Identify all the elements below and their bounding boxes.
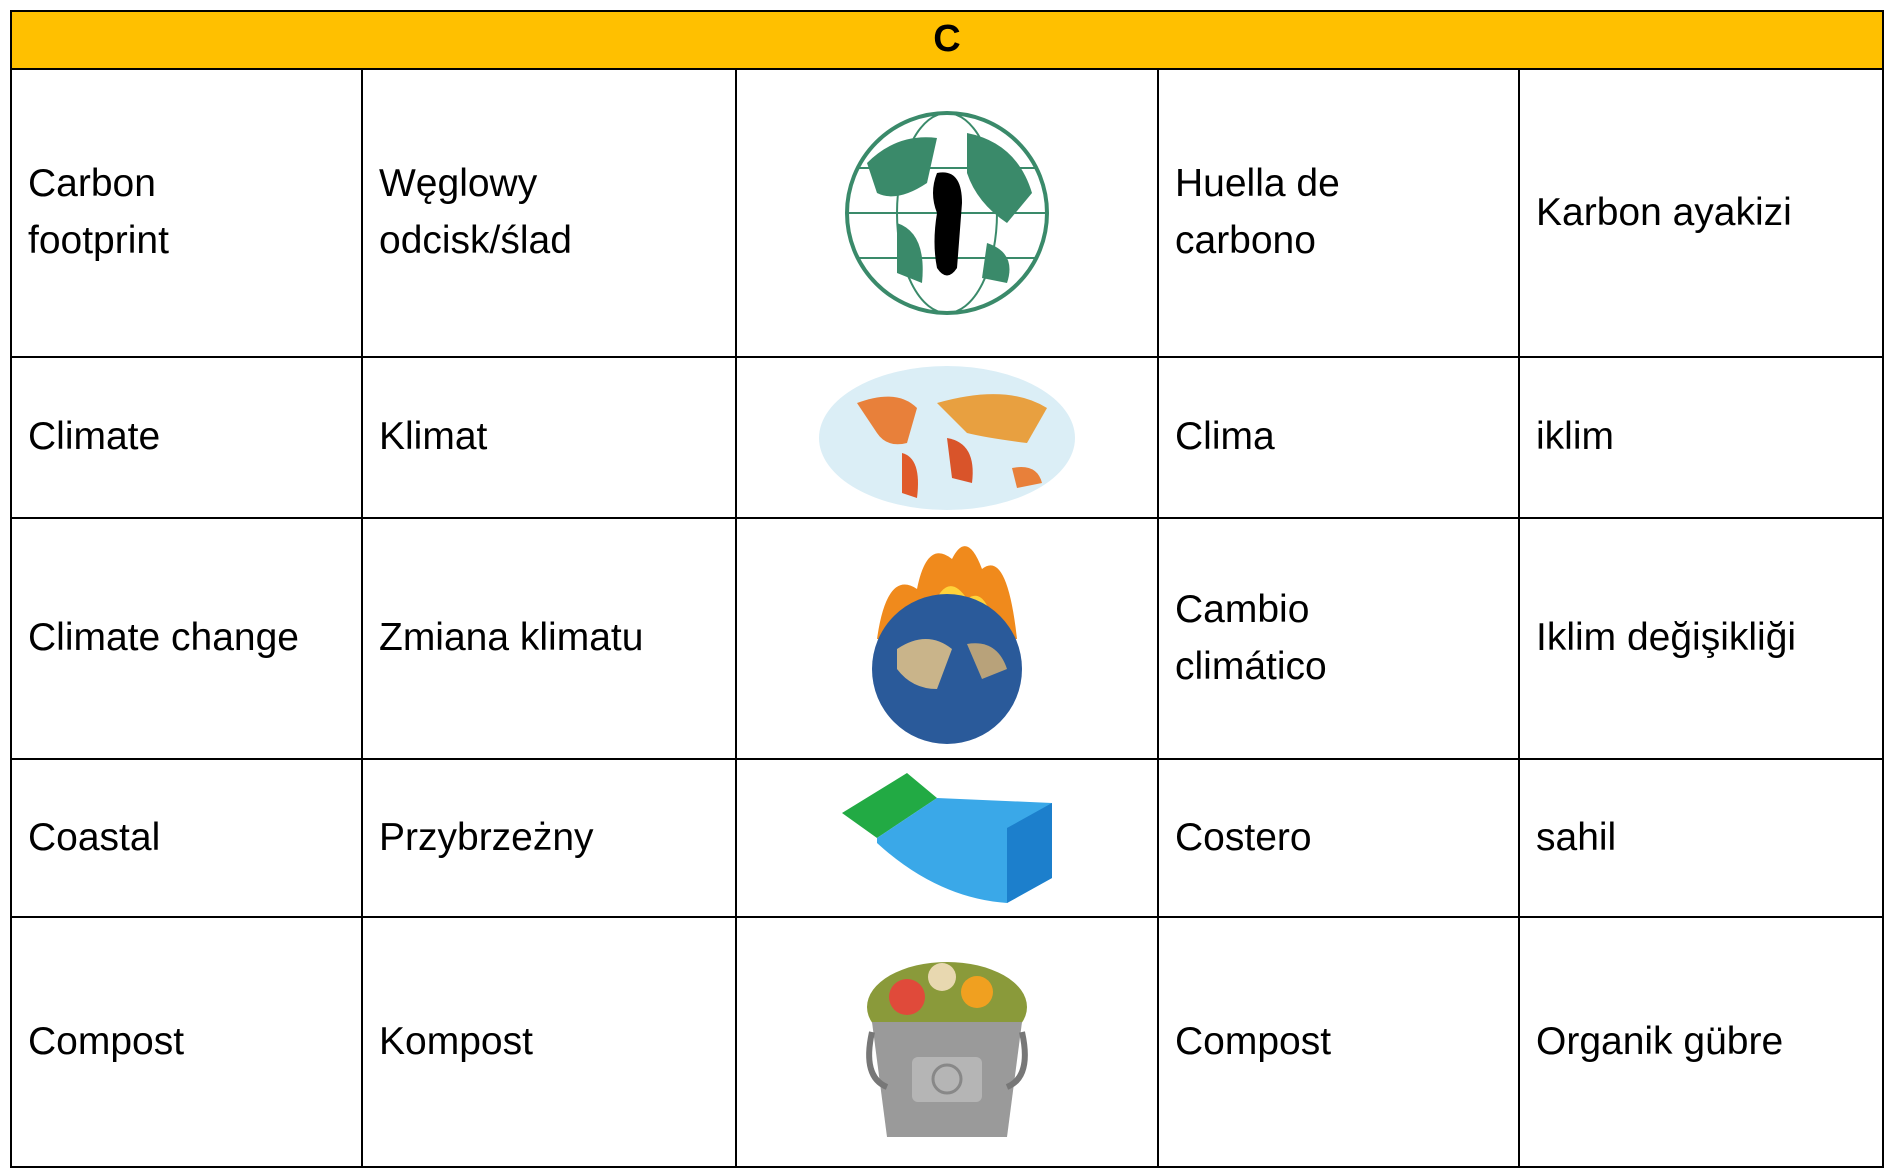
polish: Węglowy odcisk/ślad: [379, 156, 639, 269]
cell: Costero: [1158, 759, 1519, 917]
cell: Węglowy odcisk/ślad: [362, 69, 736, 357]
row: Climate Klimat Clima iklim: [11, 357, 1883, 518]
spanish: Huella de carbono: [1175, 156, 1415, 269]
globe-footprint-icon: [837, 93, 1057, 333]
cell: Compost: [1158, 917, 1519, 1167]
burning-earth-icon: [857, 529, 1037, 749]
cell: Iklim değişikliği: [1519, 518, 1883, 759]
row: Coastal Przybrzeżny Costero sahil: [11, 759, 1883, 917]
english: Coastal: [28, 810, 160, 867]
coastal-diagram-icon: [837, 768, 1057, 908]
page: C Carbon footprint Węglowy odcisk/ślad H…: [0, 0, 1889, 1164]
header-title: C: [11, 11, 1883, 69]
turkish: iklim: [1536, 409, 1614, 466]
image-cell: [736, 518, 1158, 759]
polish: Zmiana klimatu: [379, 610, 643, 667]
spanish: Clima: [1175, 409, 1275, 466]
cell: Climate change: [11, 518, 362, 759]
header-row: C: [11, 11, 1883, 69]
english: Climate: [28, 409, 160, 466]
english: Carbon footprint: [28, 156, 228, 269]
cell: Cambio climático: [1158, 518, 1519, 759]
spanish: Costero: [1175, 810, 1312, 867]
row: Compost Kompost Compost Organik gübre: [11, 917, 1883, 1167]
cell: Klimat: [362, 357, 736, 518]
image-cell: [736, 69, 1158, 357]
image-cell: [736, 917, 1158, 1167]
turkish: Karbon ayakizi: [1536, 185, 1792, 242]
cell: Organik gübre: [1519, 917, 1883, 1167]
polish: Klimat: [379, 409, 487, 466]
turkish: sahil: [1536, 810, 1616, 867]
turkish: Organik gübre: [1536, 1014, 1783, 1071]
polish: Przybrzeżny: [379, 810, 594, 867]
english: Compost: [28, 1014, 184, 1071]
polish: Kompost: [379, 1014, 533, 1071]
cell: Climate: [11, 357, 362, 518]
image-cell: [736, 759, 1158, 917]
cell: sahil: [1519, 759, 1883, 917]
english: Climate change: [28, 610, 299, 667]
spanish: Compost: [1175, 1014, 1331, 1071]
turkish: Iklim değişikliği: [1536, 610, 1796, 667]
cell: Compost: [11, 917, 362, 1167]
compost-bucket-icon: [847, 937, 1047, 1147]
cell: Kompost: [362, 917, 736, 1167]
row: Climate change Zmiana klimatu Cambio cli…: [11, 518, 1883, 759]
cell: iklim: [1519, 357, 1883, 518]
cell: Coastal: [11, 759, 362, 917]
cell: Zmiana klimatu: [362, 518, 736, 759]
cell: Huella de carbono: [1158, 69, 1519, 357]
image-cell: [736, 357, 1158, 518]
climate-map-icon: [817, 363, 1077, 513]
row: Carbon footprint Węglowy odcisk/ślad Hue…: [11, 69, 1883, 357]
spanish: Cambio climático: [1175, 582, 1415, 695]
cell: Przybrzeżny: [362, 759, 736, 917]
cell: Clima: [1158, 357, 1519, 518]
glossary-table: C Carbon footprint Węglowy odcisk/ślad H…: [10, 10, 1884, 1168]
cell: Carbon footprint: [11, 69, 362, 357]
cell: Karbon ayakizi: [1519, 69, 1883, 357]
